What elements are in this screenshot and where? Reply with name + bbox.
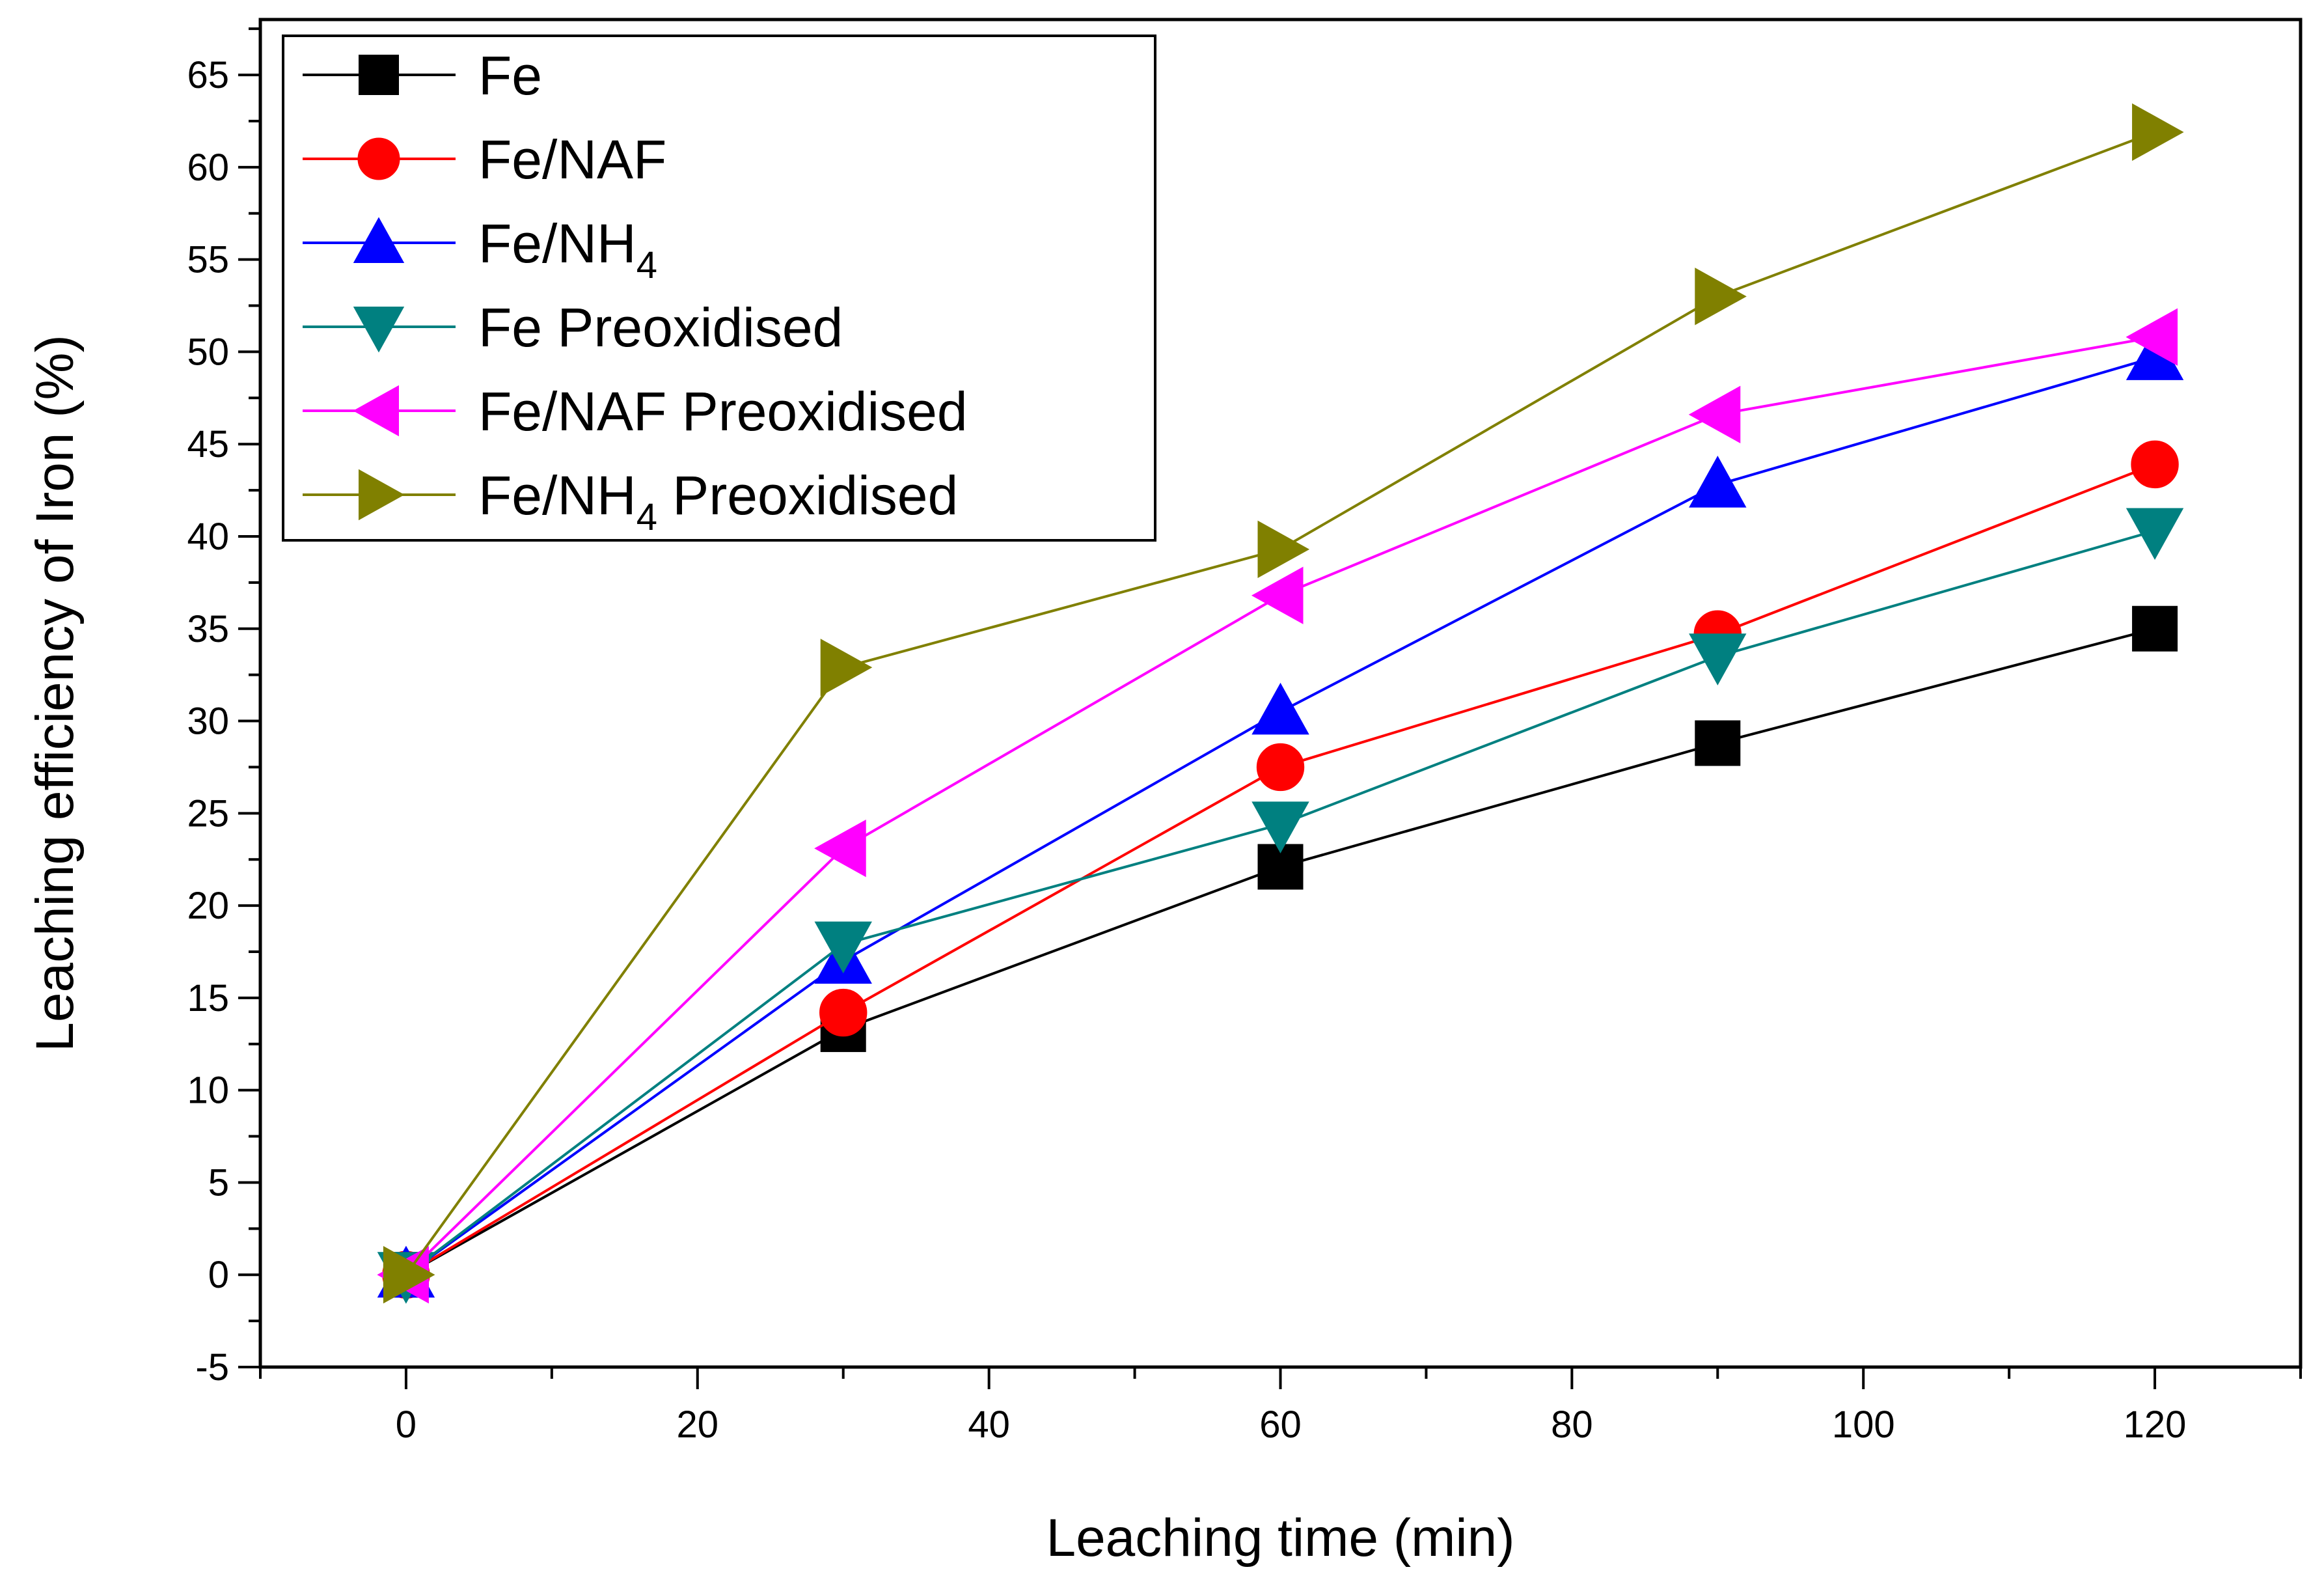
y-tick-label: 0 [208,1254,229,1296]
legend-label: Fe/NH4 Preoxidised [478,465,958,538]
legend-label-main: Fe/NH [478,465,636,526]
y-tick-label: 45 [187,423,229,465]
y-tick-label: 20 [187,885,229,927]
data-point [1256,743,1305,792]
data-point [820,639,873,697]
legend-label-main: Fe [478,45,542,106]
data-point [1251,566,1304,624]
legend-marker [359,55,399,95]
data-point [1695,720,1741,766]
legend-marker [359,469,405,521]
y-tick-label: 10 [187,1070,229,1112]
legend-label-main: Fe/NAF Preoxidised [478,381,968,442]
data-point [2126,508,2184,560]
legend-label: Fe/NAF Preoxidised [478,381,968,442]
legend-item: Fe/NH4 [303,213,657,286]
legend-label-main: Fe/NH [478,213,636,274]
series-fe-preoxidised [377,508,2184,1304]
x-axis: 0 20 40 60 80 100 120 [259,1367,2302,1446]
legend-label-main: Fe/NAF [478,129,666,190]
legend-marker [353,217,405,263]
x-tick-label: 100 [1832,1404,1895,1446]
y-tick-label: 60 [187,146,229,189]
legend-item: Fe Preoxidised [303,297,843,358]
x-tick-label: 20 [677,1404,719,1446]
y-tick-label: 40 [187,516,229,558]
legend-item: Fe/NAF [303,129,666,190]
legend-label-main: Fe Preoxidised [478,297,843,358]
y-tick-label: 65 [187,54,229,96]
x-tick-label: 80 [1551,1404,1593,1446]
y-tick-label: 50 [187,331,229,373]
data-point [2132,605,2178,652]
legend-label: Fe/NH4 [478,213,657,286]
legend-label-tail: Preoxidised [657,465,958,526]
y-tick-label: 55 [187,239,229,281]
legend-label: Fe Preoxidised [478,297,843,358]
legend-label-sub: 4 [636,244,657,286]
data-point [1688,385,1741,444]
legend-label-sub: 4 [636,496,657,538]
data-point [1689,456,1747,508]
y-tick-label: 35 [187,608,229,650]
series-line [405,529,2155,1276]
x-tick-label: 60 [1259,1404,1302,1446]
data-point [1251,801,1309,853]
legend-marker [357,137,400,180]
series-layer [377,103,2184,1304]
legend-item: Fe/NAF Preoxidised [303,381,968,442]
y-tick-label: -5 [195,1346,229,1389]
data-point [2131,440,2179,489]
series-fe-nh4-preoxidised [383,103,2184,1304]
data-point [1695,268,1747,325]
legend-marker [353,307,405,353]
data-point [1689,633,1747,685]
legend-box [282,35,1156,542]
y-tick-label: 5 [208,1161,229,1204]
x-axis-title: Leaching time (min) [1046,1508,1514,1568]
x-tick-label: 0 [396,1404,417,1446]
y-axis: -5 0 5 10 15 20 25 30 35 40 45 50 55 60 65 [187,27,260,1389]
data-point [2126,308,2178,366]
data-point [814,921,872,974]
y-tick-label: 30 [187,700,229,743]
legend-label: Fe/NAF [478,129,666,190]
legend-marker [353,385,399,437]
data-point [814,819,866,878]
x-tick-label: 40 [968,1404,1010,1446]
legend-label: Fe [478,45,542,106]
legend-item: Fe [303,45,542,106]
x-tick-label: 120 [2124,1404,2187,1446]
y-axis-title: Leaching efficiency of Iron (%) [25,335,85,1052]
data-point [2132,103,2184,161]
legend-item: Fe/NH4 Preoxidised [303,465,958,538]
data-point [819,988,868,1037]
y-tick-label: 15 [187,977,229,1019]
data-point [1257,520,1310,579]
y-tick-label: 25 [187,792,229,835]
data-point [383,1246,435,1304]
data-point [1251,682,1309,735]
